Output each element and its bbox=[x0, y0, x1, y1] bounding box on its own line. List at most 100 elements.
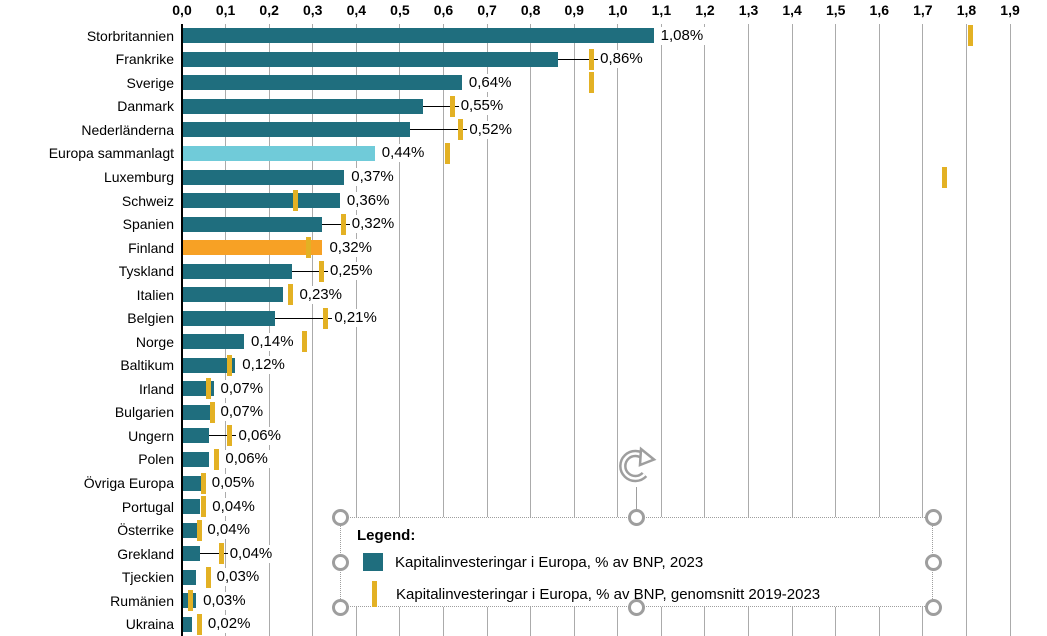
country-bar[interactable] bbox=[183, 216, 323, 232]
x-axis-tick-label: 1,1 bbox=[651, 2, 672, 18]
country-bar[interactable] bbox=[183, 428, 210, 444]
country-bar[interactable] bbox=[183, 263, 292, 279]
rotate-icon[interactable] bbox=[614, 444, 658, 488]
average-marker[interactable] bbox=[449, 95, 455, 117]
legend-box[interactable]: Legend: Kapitalinvesteringar i Europa, %… bbox=[340, 517, 933, 607]
value-label: 0,02% bbox=[205, 615, 253, 634]
leader-line bbox=[557, 58, 599, 60]
country-bar[interactable] bbox=[183, 98, 423, 114]
category-label: Norge bbox=[135, 333, 174, 350]
category-label: Polen bbox=[138, 451, 174, 468]
average-marker[interactable] bbox=[340, 213, 346, 235]
average-marker[interactable] bbox=[196, 519, 202, 541]
selection-handle-sw[interactable] bbox=[331, 598, 349, 616]
country-bar[interactable] bbox=[183, 122, 410, 138]
value-label: 0,32% bbox=[327, 238, 374, 257]
average-marker[interactable] bbox=[292, 190, 298, 212]
country-bar[interactable] bbox=[183, 522, 201, 538]
gridline bbox=[1009, 24, 1011, 636]
category-label: Ungern bbox=[128, 427, 174, 444]
value-label: 0,03% bbox=[201, 591, 248, 610]
x-axis-tick-label: 0,9 bbox=[564, 2, 584, 18]
average-marker[interactable] bbox=[201, 472, 207, 494]
country-bar[interactable] bbox=[183, 28, 654, 44]
country-bar[interactable] bbox=[183, 475, 205, 491]
leader-line bbox=[200, 553, 228, 555]
gridline bbox=[617, 24, 619, 636]
average-marker[interactable] bbox=[301, 331, 307, 353]
leader-line bbox=[209, 435, 237, 437]
gridline bbox=[399, 24, 401, 636]
country-bar[interactable] bbox=[183, 546, 201, 562]
country-bar[interactable] bbox=[183, 569, 197, 585]
selection-handle-nw[interactable] bbox=[331, 508, 349, 526]
average-marker[interactable] bbox=[196, 613, 202, 635]
average-marker[interactable] bbox=[227, 354, 233, 376]
average-marker[interactable] bbox=[305, 237, 311, 259]
country-bar[interactable] bbox=[183, 404, 214, 420]
average-marker[interactable] bbox=[188, 590, 194, 612]
average-marker[interactable] bbox=[218, 543, 224, 565]
average-marker[interactable] bbox=[227, 425, 233, 447]
average-marker[interactable] bbox=[205, 378, 211, 400]
country-bar[interactable] bbox=[183, 240, 323, 256]
x-axis-tick-label: 0,4 bbox=[346, 2, 367, 18]
leader-line bbox=[409, 129, 468, 131]
country-bar[interactable] bbox=[183, 334, 244, 350]
average-marker[interactable] bbox=[210, 401, 215, 423]
average-marker[interactable] bbox=[458, 119, 464, 141]
gridline bbox=[965, 24, 967, 636]
category-label: Italien bbox=[136, 286, 174, 303]
selection-handle-s[interactable] bbox=[628, 598, 645, 616]
x-axis-tick-label: 1,3 bbox=[738, 2, 759, 18]
country-bar[interactable] bbox=[183, 287, 284, 303]
country-bar[interactable] bbox=[183, 357, 236, 373]
x-axis-tick-label: 1,9 bbox=[1000, 2, 1020, 18]
average-marker[interactable] bbox=[205, 566, 211, 588]
category-label: Grekland bbox=[117, 545, 174, 562]
country-bar[interactable] bbox=[183, 169, 345, 185]
country-bar[interactable] bbox=[183, 310, 275, 326]
category-label: Nederländerna bbox=[81, 121, 174, 138]
value-label: 0,36% bbox=[344, 191, 392, 210]
country-bar[interactable] bbox=[183, 75, 462, 91]
selection-handle-n[interactable] bbox=[628, 508, 645, 526]
value-label: 0,32% bbox=[349, 215, 397, 234]
country-bar[interactable] bbox=[183, 499, 201, 515]
x-axis-tick-label: 0,0 bbox=[172, 2, 192, 18]
country-bar[interactable] bbox=[183, 51, 558, 67]
selection-handle-se[interactable] bbox=[924, 598, 942, 616]
average-marker[interactable] bbox=[323, 307, 329, 329]
category-label: Övriga Europa bbox=[83, 475, 174, 491]
selection-handle-e[interactable] bbox=[924, 553, 942, 571]
category-label: Belgien bbox=[127, 310, 174, 327]
average-marker[interactable] bbox=[214, 448, 220, 470]
average-marker[interactable] bbox=[318, 260, 324, 282]
value-label: 0,21% bbox=[332, 309, 379, 328]
legend-swatch-average-marker bbox=[372, 581, 377, 607]
selection-handle-w[interactable] bbox=[331, 553, 349, 571]
average-marker[interactable] bbox=[968, 25, 974, 47]
country-bar[interactable] bbox=[183, 145, 375, 161]
selection-handle-ne[interactable] bbox=[924, 508, 942, 526]
country-bar[interactable] bbox=[183, 451, 210, 467]
category-label: Spanien bbox=[122, 216, 174, 233]
average-marker[interactable] bbox=[445, 142, 451, 164]
average-marker[interactable] bbox=[942, 166, 948, 188]
gridline bbox=[878, 24, 880, 636]
country-bar[interactable] bbox=[183, 193, 340, 209]
average-marker[interactable] bbox=[589, 48, 595, 70]
average-marker[interactable] bbox=[201, 496, 207, 518]
average-marker[interactable] bbox=[288, 284, 294, 306]
average-marker[interactable] bbox=[589, 72, 595, 94]
x-axis-tick-label: 1,4 bbox=[782, 2, 802, 18]
value-label: 0,03% bbox=[214, 568, 262, 587]
rotate-handle-stem bbox=[636, 487, 637, 511]
value-label: 0,14% bbox=[249, 332, 296, 351]
x-axis-tick-label: 0,8 bbox=[520, 2, 541, 18]
country-bar[interactable] bbox=[183, 616, 192, 632]
category-label: Rumänien bbox=[110, 592, 174, 609]
legend-item-2023: Kapitalinvesteringar i Europa, % av BNP,… bbox=[363, 550, 703, 574]
value-label: 0,55% bbox=[458, 97, 506, 116]
